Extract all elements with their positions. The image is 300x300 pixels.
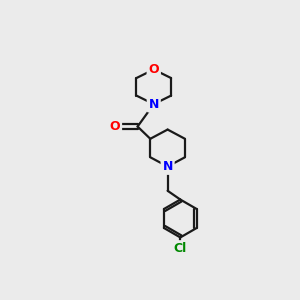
Text: N: N bbox=[148, 98, 159, 111]
Text: Cl: Cl bbox=[174, 242, 187, 255]
Text: N: N bbox=[162, 160, 173, 173]
Text: O: O bbox=[110, 120, 120, 133]
Text: O: O bbox=[148, 63, 159, 76]
